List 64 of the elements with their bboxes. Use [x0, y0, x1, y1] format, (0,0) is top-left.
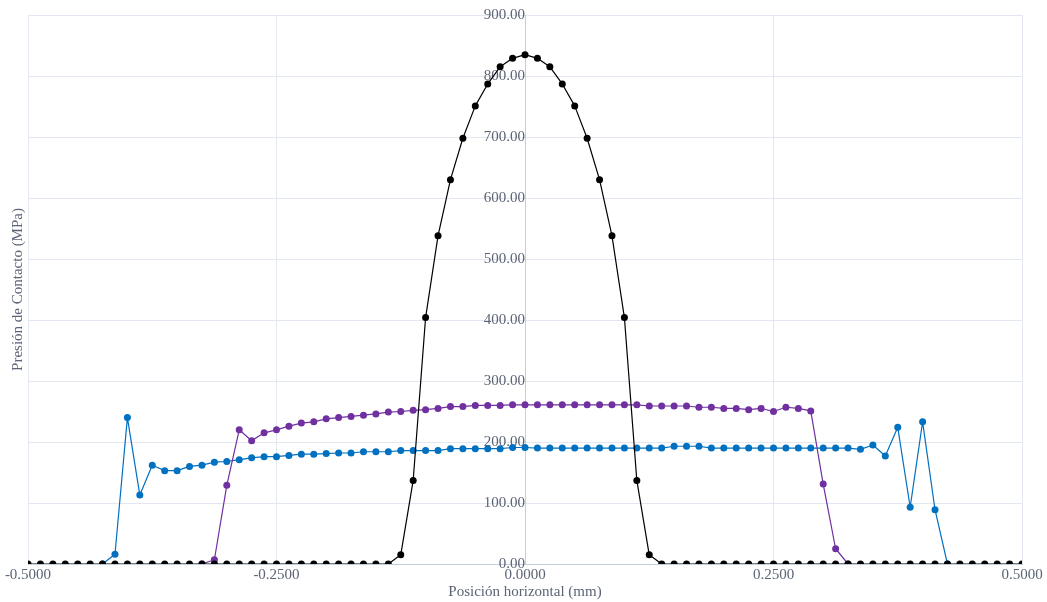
- point: [583, 401, 591, 409]
- point: [794, 404, 802, 412]
- x-tick-label: 0.2500: [752, 565, 795, 582]
- y-tick-label: 900.00: [483, 5, 525, 22]
- point: [434, 404, 442, 412]
- point: [608, 401, 616, 409]
- point: [658, 402, 666, 410]
- x-tick-label: -0.2500: [253, 565, 300, 582]
- point: [521, 401, 529, 409]
- point: [620, 401, 628, 409]
- point: [596, 401, 604, 409]
- point: [732, 404, 740, 412]
- point: [571, 401, 579, 409]
- point: [471, 401, 479, 409]
- y-tick-label: 600.00: [483, 188, 525, 205]
- point: [285, 422, 293, 430]
- point: [533, 401, 541, 409]
- x-tick-label: 0.5000: [1001, 565, 1043, 582]
- point: [770, 408, 777, 415]
- point: [670, 402, 678, 410]
- point: [409, 406, 417, 414]
- point: [683, 402, 691, 410]
- point: [297, 419, 305, 427]
- point: [819, 480, 827, 488]
- point: [422, 406, 430, 414]
- point: [509, 401, 517, 409]
- point: [645, 402, 653, 410]
- point: [546, 401, 554, 409]
- point: [397, 408, 405, 415]
- y-tick-label: 300.00: [483, 371, 525, 388]
- point: [459, 403, 467, 411]
- y-tick-label: 400.00: [483, 310, 525, 327]
- point: [260, 429, 268, 437]
- point: [248, 437, 256, 445]
- point: [484, 401, 492, 409]
- point: [745, 406, 753, 414]
- point: [235, 426, 243, 434]
- point: [384, 408, 392, 416]
- point: [273, 426, 280, 434]
- point: [558, 401, 566, 409]
- point: [720, 404, 728, 412]
- point: [335, 414, 343, 422]
- point: [633, 401, 641, 409]
- point: [695, 403, 703, 411]
- point: [782, 403, 790, 411]
- point: [707, 403, 715, 411]
- point: [832, 545, 840, 553]
- point: [347, 412, 355, 420]
- point: [310, 418, 318, 426]
- x-axis-title: Posición horizontal (mm): [448, 583, 602, 601]
- point: [223, 481, 231, 489]
- point: [372, 410, 380, 418]
- y-axis-title: Presión de Contacto (MPa): [8, 208, 26, 371]
- y-tick-label: 100.00: [483, 493, 525, 510]
- point: [807, 407, 815, 415]
- point: [757, 404, 765, 412]
- y-tick-label: 700.00: [483, 127, 525, 144]
- y-tick-label: 500.00: [483, 249, 525, 266]
- y-tick-label: 200.00: [483, 432, 525, 449]
- point: [322, 415, 330, 423]
- point: [359, 411, 367, 419]
- x-tick-label: -0.5000: [4, 565, 52, 582]
- point: [446, 403, 454, 411]
- point: [496, 401, 504, 409]
